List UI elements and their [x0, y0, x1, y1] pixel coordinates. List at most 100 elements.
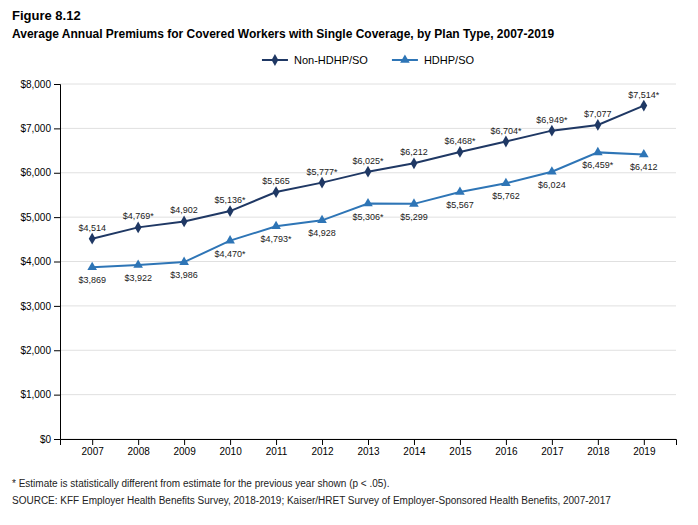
x-tick-mark [460, 439, 461, 445]
marker [317, 215, 327, 223]
x-tick-mark [230, 439, 231, 445]
chart: Figure 8.12 Average Annual Premiums for C… [0, 0, 698, 525]
marker [179, 257, 189, 265]
y-tick-label: $4,000 [20, 256, 51, 267]
data-label: $7,077 [584, 109, 612, 119]
marker [365, 166, 372, 178]
subtitle: Average Annual Premiums for Covered Work… [12, 27, 555, 41]
x-tick-mark [322, 439, 323, 445]
legend-marker [400, 54, 410, 62]
x-tick: 2008 [128, 439, 151, 457]
data-label: $5,136* [215, 195, 247, 205]
data-label: $3,869 [78, 275, 106, 285]
x-tick: 2014 [403, 439, 426, 457]
x-tick: 2015 [449, 439, 472, 457]
marker [363, 198, 373, 206]
marker [225, 235, 235, 243]
data-label: $4,928 [308, 228, 336, 238]
data-label: $4,793* [261, 234, 293, 244]
x-tick: 2013 [357, 439, 380, 457]
data-label: $5,299 [400, 212, 428, 222]
x-tick: 2012 [311, 439, 334, 457]
x-tick-mark [598, 439, 599, 445]
y-tick: $3,000 [20, 301, 60, 312]
x-tick: 2009 [173, 439, 196, 457]
series-line [92, 106, 644, 239]
x-tick-mark [92, 439, 93, 445]
legend: Non-HDHP/SO HDHP/SO [262, 54, 475, 66]
y-tick-mark [54, 306, 60, 307]
data-label: $5,565 [262, 176, 290, 186]
grid [60, 84, 676, 439]
data-label: $4,514 [78, 223, 106, 233]
y-tick: $8,000 [20, 79, 60, 90]
marker [135, 221, 142, 233]
data-label: $6,025* [352, 156, 384, 166]
x-tick: 2016 [495, 439, 518, 457]
data-label: $6,468* [444, 136, 476, 146]
data-label: $3,922 [124, 273, 152, 283]
y-tick-mark [54, 439, 60, 440]
legend-label: HDHP/SO [424, 54, 475, 66]
data-label: $6,024 [538, 180, 566, 190]
x-axis: 2007200820092010201120122013201420152016… [61, 439, 677, 457]
marker [503, 136, 510, 148]
marker [87, 262, 97, 270]
data-label: $6,704* [490, 126, 522, 136]
data-label: $5,777* [307, 167, 339, 177]
marker [319, 177, 326, 189]
grid-line [60, 261, 676, 262]
grid-line [60, 84, 676, 85]
data-label: $5,762 [492, 191, 520, 201]
x-tick-label: 2012 [311, 446, 334, 457]
x-tick-mark [644, 439, 645, 445]
y-tick-label: $2,000 [20, 345, 51, 356]
x-tick-label: 2008 [128, 446, 151, 457]
footnote: SOURCE: KFF Employer Health Benefits Sur… [12, 495, 611, 506]
y-tick-mark [54, 395, 60, 396]
data-label: $4,902 [170, 205, 198, 215]
y-tick-label: $7,000 [20, 123, 51, 134]
x-tick-mark [138, 439, 139, 445]
grid-line [60, 350, 676, 351]
marker [501, 178, 511, 186]
marker [133, 259, 143, 267]
x-tick-label: 2010 [219, 446, 242, 457]
y-tick-label: $0 [40, 434, 52, 445]
marker [593, 147, 603, 155]
x-tick: 2011 [266, 439, 288, 457]
x-axis-line [61, 440, 677, 446]
x-tick-label: 2018 [587, 446, 610, 457]
x-tick-label: 2017 [541, 446, 564, 457]
marker [455, 186, 465, 194]
marker [457, 146, 464, 158]
marker [227, 205, 234, 217]
title: Figure 8.12 [12, 8, 81, 23]
x-tick: 2018 [587, 439, 610, 457]
data-label: $7,514* [628, 90, 660, 100]
marker [273, 186, 280, 198]
grid-line [60, 128, 676, 129]
y-tick-label: $6,000 [20, 167, 51, 178]
marker [181, 216, 188, 228]
x-tick-mark [552, 439, 553, 445]
y-tick: $2,000 [20, 345, 60, 356]
x-tick-label: 2015 [449, 446, 472, 457]
marker [271, 221, 281, 229]
y-tick: $6,000 [20, 167, 60, 178]
legend-item: Non-HDHP/SO [262, 54, 368, 66]
data-label: $4,470* [215, 249, 247, 259]
marker [547, 166, 557, 174]
y-tick: $5,000 [20, 212, 60, 223]
y-tick-mark [54, 128, 60, 129]
marker [639, 149, 649, 157]
y-tick-mark [54, 84, 60, 85]
y-tick-mark [54, 262, 60, 263]
series-line [92, 152, 644, 267]
y-tick: $1,000 [20, 389, 60, 400]
x-tick: 2010 [219, 439, 242, 457]
x-tick-label: 2009 [173, 446, 196, 457]
x-tick: 2017 [541, 439, 564, 457]
y-tick-label: $3,000 [20, 301, 51, 312]
y-tick-label: $1,000 [20, 389, 51, 400]
